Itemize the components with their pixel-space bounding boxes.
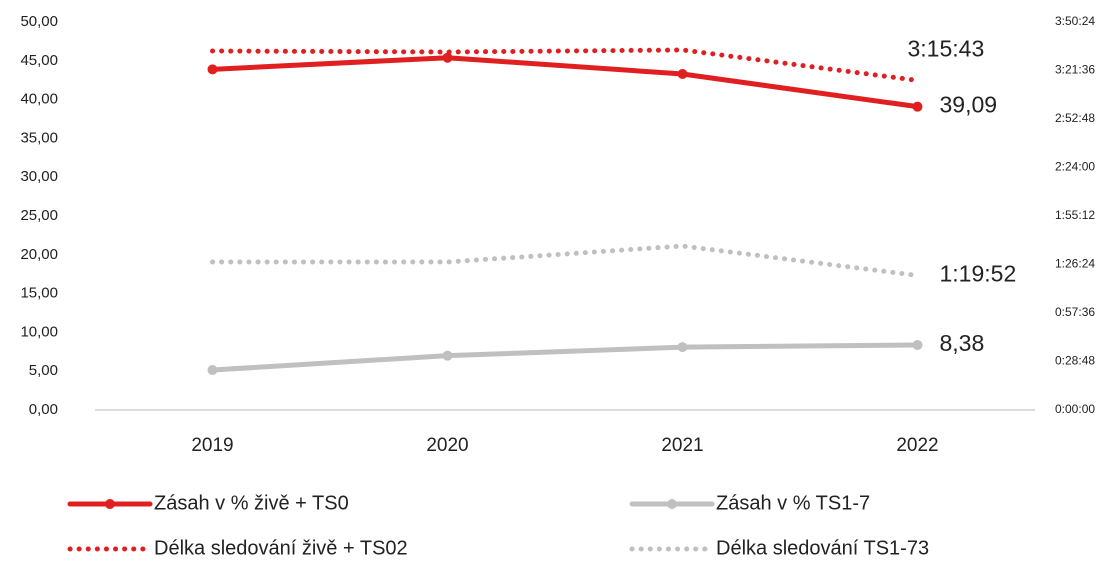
y-tick-label: 30,00 [20, 168, 58, 185]
x-tick-label: 2021 [661, 435, 703, 456]
point [677, 342, 688, 353]
y-tick-label: 45,00 [20, 52, 58, 69]
x-tick-label: 2020 [426, 435, 468, 456]
series-line [210, 243, 920, 279]
value-label: 8,38 [940, 330, 985, 356]
y2-tick-label: 0:00:00 [1055, 402, 1095, 416]
legend-label: Zásah v % živě + TS0 [154, 492, 349, 514]
value-label: 1:19:52 [940, 261, 1017, 287]
y-tick-label: 15,00 [20, 285, 58, 302]
legend-label: Délka sledování TS1-73 [716, 537, 929, 559]
y2-tick-label: 3:21:36 [1055, 63, 1095, 77]
series-line [210, 47, 920, 83]
y2-tick-label: 1:55:12 [1055, 208, 1095, 222]
y2-tick-label: 2:24:00 [1055, 160, 1095, 174]
series-line [210, 342, 920, 373]
legend-point [667, 499, 677, 509]
y-tick-label: 50,00 [20, 13, 58, 30]
point [677, 68, 688, 79]
legend-point [105, 499, 115, 509]
y-tick-label: 0,00 [29, 401, 58, 418]
y-tick-label: 25,00 [20, 207, 58, 224]
series-line [210, 55, 920, 110]
x-tick-label: 2019 [191, 435, 233, 456]
y-tick-label: 5,00 [29, 362, 58, 379]
point [912, 101, 923, 112]
y-tick-label: 35,00 [20, 129, 58, 146]
y2-tick-label: 0:28:48 [1055, 354, 1095, 368]
value-label: 3:15:43 [908, 35, 985, 61]
point [207, 64, 218, 75]
x-tick-label: 2022 [896, 435, 938, 456]
legend-label: Zásah v % TS1-7 [716, 492, 870, 514]
y2-tick-label: 1:26:24 [1055, 257, 1095, 271]
y-tick-label: 20,00 [20, 246, 58, 263]
y2-tick-label: 2:52:48 [1055, 111, 1095, 125]
point [912, 339, 923, 350]
point [442, 52, 453, 63]
y-tick-label: 40,00 [20, 91, 58, 108]
y-tick-label: 10,00 [20, 323, 58, 340]
legend-label: Délka sledování živě + TS02 [154, 537, 408, 559]
y2-tick-label: 0:57:36 [1055, 305, 1095, 319]
value-label: 39,09 [940, 92, 998, 118]
y2-tick-label: 3:50:24 [1055, 14, 1095, 28]
point [207, 365, 218, 376]
point [442, 350, 453, 361]
